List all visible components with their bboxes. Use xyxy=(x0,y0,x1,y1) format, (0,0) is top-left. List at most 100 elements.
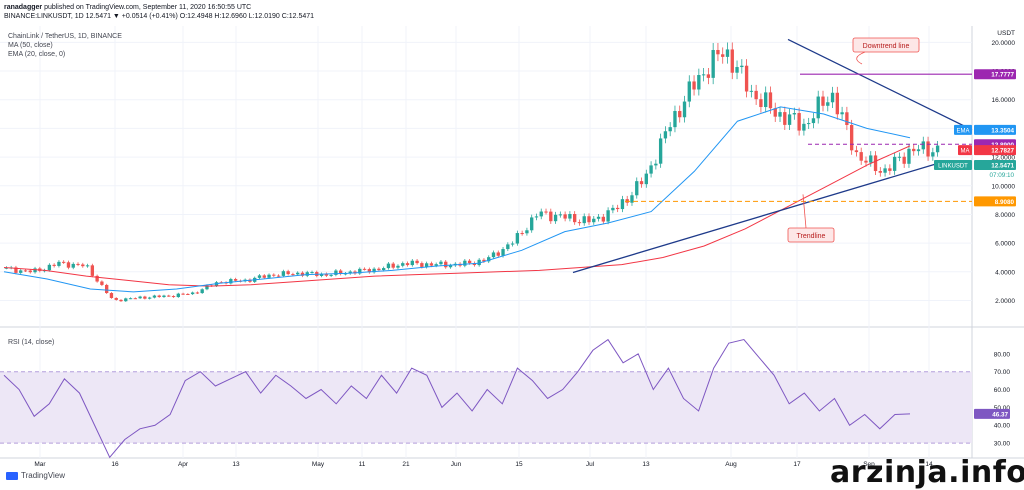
candle-body xyxy=(348,271,352,274)
candle-body xyxy=(926,141,930,157)
price-tick-label: 6.0000 xyxy=(995,241,1015,248)
candle-body xyxy=(620,199,625,210)
candle-body xyxy=(759,99,763,108)
candle-body xyxy=(740,65,744,68)
candle-body xyxy=(229,279,233,284)
candle-body xyxy=(329,274,333,276)
candle-body xyxy=(85,265,90,267)
candle-body xyxy=(892,156,897,171)
time-tick-label: Aug xyxy=(725,461,737,468)
level-8-tag-bg xyxy=(974,196,1016,207)
downtrend-callout-pointer xyxy=(856,51,866,65)
legend-ema: EMA (20, close, 0) xyxy=(8,51,66,58)
candle-body xyxy=(606,210,610,222)
last-price-tag-bg xyxy=(974,160,1016,171)
candle-body xyxy=(873,155,878,172)
candle-body xyxy=(835,92,839,115)
candle-body xyxy=(448,265,453,268)
candle-body xyxy=(71,263,75,268)
candle-body xyxy=(544,211,548,213)
candle-body xyxy=(768,92,773,109)
candle-body xyxy=(143,296,147,299)
candle-body xyxy=(525,230,529,234)
time-tick-label: 15 xyxy=(515,461,523,468)
candle-body xyxy=(510,243,515,245)
last-price-name-bg xyxy=(934,160,972,171)
rsi-band xyxy=(0,371,972,444)
candle-body xyxy=(362,268,367,270)
candle-body xyxy=(730,49,734,73)
candle-body xyxy=(725,49,730,57)
candle-body xyxy=(272,274,276,276)
tradingview-logo[interactable]: TradingView xyxy=(6,471,65,480)
price-tick-label: 10.0000 xyxy=(992,183,1016,190)
time-tick-label: 16 xyxy=(111,461,119,468)
candle-body xyxy=(410,260,414,266)
candle-body xyxy=(401,263,405,266)
candle-body xyxy=(701,74,706,76)
candle-body xyxy=(840,112,844,115)
ma-name-bg xyxy=(958,145,972,156)
candle-body xyxy=(90,265,95,276)
ema-name-label: EMA xyxy=(956,128,969,134)
candle-body xyxy=(181,293,185,295)
candle-body xyxy=(391,263,395,268)
candle-body xyxy=(916,149,921,152)
candle-body xyxy=(639,181,644,185)
candle-body xyxy=(811,118,816,124)
last-price-name-label: LINKUSDT xyxy=(938,164,968,170)
time-tick-label: 13 xyxy=(232,461,240,468)
candle-body xyxy=(902,156,906,164)
candle-body xyxy=(744,65,749,92)
candle-body xyxy=(463,260,467,266)
rsi-line xyxy=(3,338,911,459)
candle-body xyxy=(124,298,128,302)
ema-name-bg xyxy=(954,124,972,135)
candle-body xyxy=(668,127,672,132)
candle-body xyxy=(778,112,782,117)
candle-body xyxy=(859,152,863,161)
candle-body xyxy=(81,264,85,267)
candle-body xyxy=(334,270,338,275)
candle-body xyxy=(515,233,520,244)
time-tick-label: 17 xyxy=(793,461,801,468)
candle-body xyxy=(897,156,902,158)
candle-body xyxy=(721,54,725,57)
rsi-tag-bg xyxy=(974,408,1010,419)
level-17-tag-text: 17.7777 xyxy=(991,72,1014,79)
candle-body xyxy=(912,148,916,152)
candle-body xyxy=(830,92,835,103)
candle-body xyxy=(296,272,300,275)
candle-body xyxy=(869,155,873,163)
candle-body xyxy=(171,296,176,298)
downtrend-line xyxy=(787,38,973,131)
candle-body xyxy=(754,90,758,100)
candle-body xyxy=(467,260,472,264)
candle-body xyxy=(233,279,238,281)
price-tick-label: 20.0000 xyxy=(992,40,1016,47)
candle-body xyxy=(114,297,118,300)
candle-body xyxy=(405,263,410,266)
candle-body xyxy=(816,96,820,119)
candle-body xyxy=(883,168,887,173)
candle-body xyxy=(76,263,80,265)
candle-body xyxy=(630,195,634,203)
candle-body xyxy=(105,284,109,294)
candle-body xyxy=(439,261,443,265)
candle-body xyxy=(477,259,481,266)
time-tick-label: Jun xyxy=(451,461,462,468)
last-price-tag-text: 12.5471 xyxy=(991,163,1014,170)
ma-tag-text: 12.7827 xyxy=(991,148,1014,155)
candle-body xyxy=(615,207,620,210)
rsi-tag-text: 46.37 xyxy=(992,411,1008,418)
candle-body xyxy=(23,270,28,272)
candle-body xyxy=(783,112,787,125)
candle-body xyxy=(162,295,166,298)
candle-body xyxy=(826,102,830,106)
candle-body xyxy=(682,101,687,118)
time-tick-label: 13 xyxy=(642,461,650,468)
price-tick-label: 8.0000 xyxy=(995,212,1015,219)
candle-body xyxy=(501,249,505,256)
publisher-name: ranadagger xyxy=(4,4,43,11)
